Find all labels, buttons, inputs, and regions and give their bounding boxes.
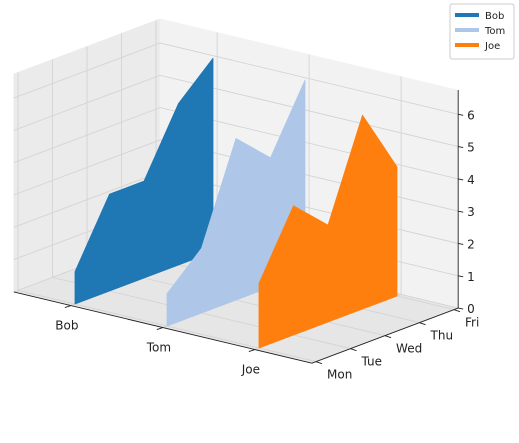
day-tick-label: Wed — [396, 342, 422, 356]
value-gridline — [13, 74, 459, 148]
value-tick — [458, 210, 464, 213]
series-tick — [248, 349, 256, 352]
day-gridline — [52, 59, 351, 350]
day-gridline — [17, 72, 317, 363]
value-tick — [458, 307, 464, 310]
day-tick — [384, 335, 392, 339]
series-tick-label: Bob — [55, 319, 78, 333]
value-tick-label: 3 — [467, 205, 475, 219]
value-tick-label: 5 — [467, 141, 475, 155]
legend-label-joe: Joe — [484, 41, 500, 52]
day-tick — [350, 348, 357, 352]
day-tick-label: Mon — [327, 368, 352, 382]
axis-lines — [13, 90, 464, 365]
value-tick — [458, 243, 464, 245]
value-tick — [458, 113, 464, 116]
series-tick — [64, 305, 72, 308]
series-tick-label: Tom — [146, 341, 171, 355]
day-tick-label: Fri — [465, 316, 479, 330]
value-tick — [458, 146, 464, 149]
value-tick-label: 2 — [467, 237, 475, 251]
series-tick-label: Joe — [241, 363, 260, 377]
series-area-joe — [258, 114, 398, 349]
day-tick — [315, 361, 323, 365]
series-tick — [156, 327, 164, 330]
day-axis-line — [311, 307, 459, 364]
legend-label-tom: Tom — [484, 26, 505, 37]
legend: Bob Tom Joe — [449, 3, 515, 60]
value-tick-label: 6 — [467, 108, 475, 122]
value-tick-label: 4 — [467, 173, 475, 187]
value-tick — [458, 275, 464, 278]
value-tick-label: 1 — [467, 270, 475, 284]
day-tick — [453, 309, 461, 313]
day-tick-label: Thu — [430, 329, 454, 343]
value-tick-label: 0 — [467, 302, 475, 316]
series-layer — [74, 57, 398, 349]
day-tick-label: Tue — [361, 355, 383, 369]
legend-label-bob: Bob — [485, 11, 504, 22]
day-tick — [419, 322, 426, 326]
value-tick — [458, 178, 464, 181]
value-gridline — [13, 42, 459, 115]
